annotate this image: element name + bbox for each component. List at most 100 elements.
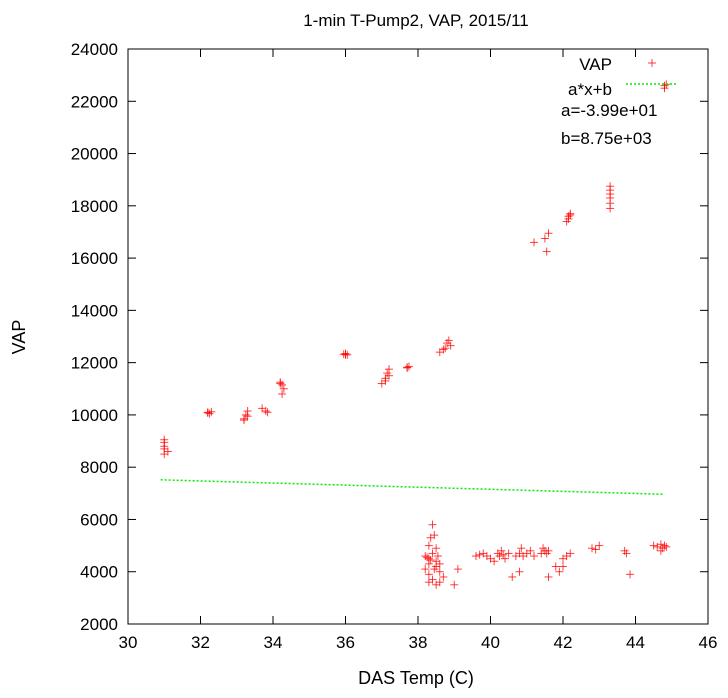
data-point bbox=[559, 562, 567, 571]
data-point bbox=[517, 544, 526, 553]
legend-marker-vap bbox=[648, 59, 656, 67]
data-point bbox=[424, 541, 433, 550]
data-point bbox=[656, 546, 665, 555]
y-tick-label: 16000 bbox=[71, 249, 118, 268]
data-point bbox=[551, 562, 560, 571]
data-point bbox=[453, 565, 462, 574]
data-point bbox=[526, 546, 535, 555]
data-point bbox=[591, 545, 600, 554]
data-point bbox=[626, 570, 635, 579]
y-tick-label: 20000 bbox=[71, 145, 118, 164]
chart-title: 1-min T-Pump2, VAP, 2015/11 bbox=[303, 11, 529, 30]
x-tick-label: 30 bbox=[119, 633, 138, 652]
annotation-a: a=-3.99e+01 bbox=[561, 101, 657, 120]
plot-frame bbox=[127, 48, 709, 625]
data-point bbox=[439, 572, 448, 581]
data-point bbox=[428, 520, 437, 529]
data-point bbox=[276, 378, 285, 387]
y-tick-label: 18000 bbox=[71, 197, 118, 216]
data-point bbox=[403, 363, 412, 372]
fit-line-group bbox=[160, 479, 665, 496]
x-axis-label: DAS Temp (C) bbox=[358, 668, 474, 688]
data-point bbox=[472, 552, 480, 561]
data-point bbox=[540, 234, 549, 243]
data-point bbox=[439, 345, 448, 354]
data-point bbox=[435, 559, 444, 568]
legend: VAP a*x+b a=-3.99e+01 b=8.75e+03 bbox=[561, 55, 678, 148]
data-point bbox=[424, 570, 433, 579]
y-tick-label: 4000 bbox=[80, 563, 118, 582]
data-point bbox=[606, 182, 615, 191]
data-point bbox=[555, 567, 564, 576]
data-point bbox=[508, 572, 517, 581]
y-tick-label: 14000 bbox=[71, 301, 118, 320]
data-point bbox=[278, 390, 287, 398]
data-point bbox=[279, 384, 288, 393]
data-point bbox=[435, 567, 444, 576]
data-point bbox=[430, 565, 439, 574]
data-point bbox=[430, 531, 439, 540]
data-point bbox=[241, 410, 250, 419]
data-point bbox=[542, 247, 551, 256]
data-point bbox=[428, 549, 437, 558]
y-axis-label: VAP bbox=[9, 320, 29, 355]
data-point bbox=[544, 572, 553, 581]
x-tick-label: 42 bbox=[554, 633, 573, 652]
legend-marker-plus bbox=[648, 59, 656, 67]
data-point bbox=[499, 550, 508, 559]
legend-label-fit: a*x+b bbox=[568, 80, 612, 99]
data-point bbox=[424, 559, 433, 568]
y-tick-label: 24000 bbox=[71, 40, 118, 59]
data-point bbox=[564, 214, 573, 223]
data-point bbox=[622, 549, 631, 558]
data-point bbox=[240, 416, 248, 425]
data-point bbox=[205, 409, 214, 418]
data-point bbox=[450, 580, 459, 589]
data-point bbox=[649, 541, 658, 550]
data-point bbox=[441, 344, 450, 353]
data-point bbox=[475, 550, 484, 559]
annotation-b: b=8.75e+03 bbox=[561, 129, 652, 148]
y-tick-label: 6000 bbox=[80, 510, 118, 529]
data-point bbox=[343, 350, 352, 359]
x-tick-label: 40 bbox=[481, 633, 500, 652]
data-point bbox=[595, 541, 604, 550]
data-point bbox=[433, 552, 442, 561]
data-point bbox=[662, 542, 671, 551]
data-point bbox=[261, 406, 270, 415]
x-tick-label: 32 bbox=[191, 633, 210, 652]
data-point bbox=[263, 408, 272, 417]
data-point bbox=[207, 407, 216, 416]
data-point bbox=[539, 544, 548, 553]
data-point bbox=[530, 238, 538, 247]
data-point bbox=[501, 554, 509, 563]
data-point bbox=[160, 435, 169, 444]
data-point bbox=[385, 371, 393, 380]
vap-points bbox=[160, 80, 671, 589]
data-point bbox=[588, 544, 596, 553]
data-point bbox=[660, 541, 669, 550]
data-point bbox=[566, 210, 575, 219]
data-point bbox=[444, 336, 453, 345]
y-tick-label: 22000 bbox=[71, 92, 118, 111]
fit-line bbox=[160, 479, 665, 496]
data-point bbox=[660, 81, 669, 90]
data-point bbox=[423, 553, 432, 562]
data-point bbox=[566, 549, 575, 558]
data-point bbox=[497, 546, 506, 555]
y-tick-label: 8000 bbox=[80, 458, 118, 477]
data-point bbox=[446, 341, 455, 350]
y-tick-label: 10000 bbox=[71, 406, 118, 425]
x-tick-label: 44 bbox=[626, 633, 645, 652]
data-point bbox=[381, 376, 390, 385]
x-tick-label: 34 bbox=[264, 633, 283, 652]
data-point bbox=[404, 362, 413, 371]
legend-label-vap: VAP bbox=[579, 55, 612, 74]
data-point bbox=[495, 552, 504, 561]
data-point bbox=[163, 447, 172, 456]
x-tick-label: 38 bbox=[409, 633, 428, 652]
y-tick-label: 2000 bbox=[80, 615, 118, 634]
data-point bbox=[243, 412, 252, 421]
data-point bbox=[515, 567, 524, 576]
